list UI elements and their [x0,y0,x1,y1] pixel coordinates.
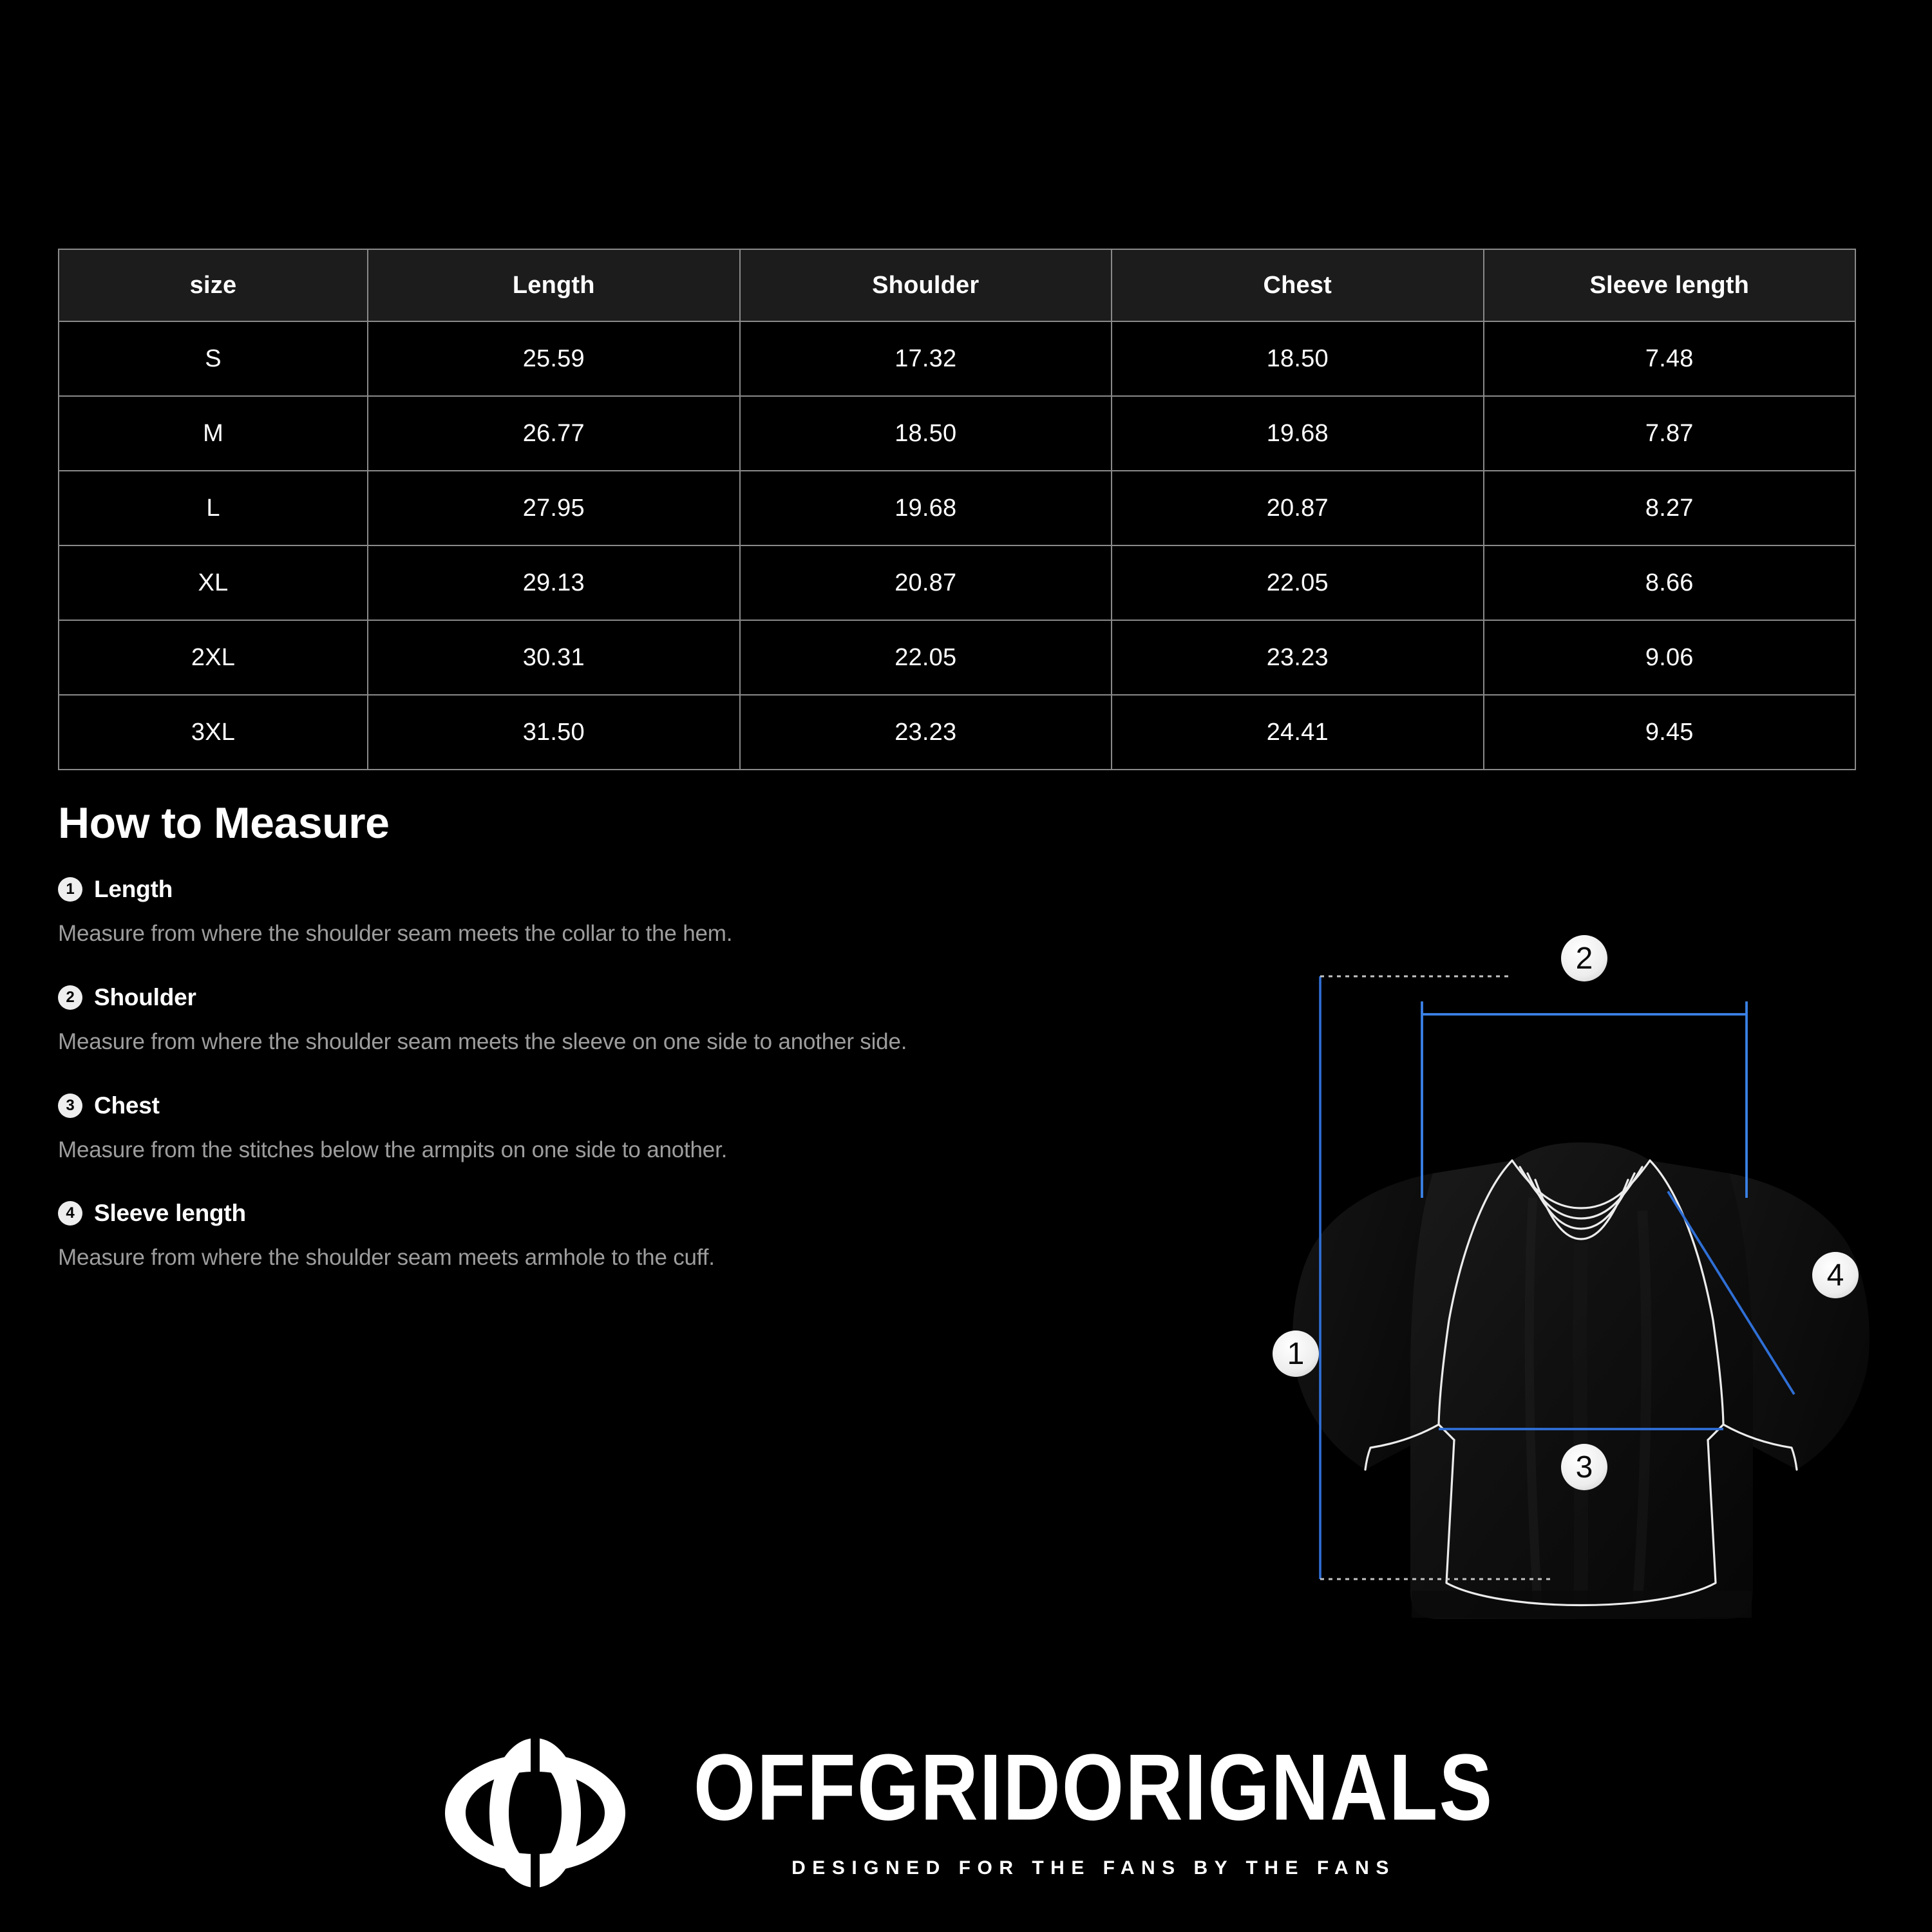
brand-footer: OFFGRIDORIGNALS DESIGNED FOR THE FANS BY… [0,1707,1932,1919]
cell-shoulder: 23.23 [739,694,1112,770]
cell-size: L [58,470,368,546]
cell-shoulder: 17.32 [739,321,1112,397]
table-row: S 25.59 17.32 18.50 7.48 [58,321,1856,397]
measure-item-label: Chest [94,1092,160,1119]
cell-length: 31.50 [367,694,741,770]
size-chart-table-container: size Length Shoulder Chest Sleeve length… [58,249,1856,770]
cell-size: M [58,395,368,471]
brand-name: OFFGRIDORIGNALS [693,1735,1494,1841]
cell-shoulder: 19.68 [739,470,1112,546]
callout-badge-3-label: 3 [1576,1450,1593,1484]
measure-item-header: 2 Shoulder [58,984,1230,1011]
how-to-measure-section: How to Measure 1 Length Measure from whe… [58,801,1230,1308]
number-badge-2-icon: 2 [58,985,82,1010]
cell-sleeve: 7.87 [1482,395,1856,471]
guide-line-shoulder [1421,1001,1748,1198]
tshirt-measurement-diagram: 1 2 3 4 [1256,921,1906,1687]
callout-badge-2: 2 [1561,935,1607,981]
guide-line-sleeve [1667,1190,1795,1396]
cell-sleeve: 9.45 [1482,694,1856,770]
cell-length: 29.13 [367,545,741,621]
callout-badge-3: 3 [1561,1444,1607,1490]
how-to-measure-title: How to Measure [58,799,390,848]
column-header-shoulder: Shoulder [739,249,1112,322]
measure-item-label: Shoulder [94,983,196,1010]
column-header-chest: Chest [1111,249,1484,322]
cell-chest: 19.68 [1111,395,1484,471]
table-row: L 27.95 19.68 20.87 8.27 [58,470,1856,546]
number-badge-4-icon: 4 [58,1201,82,1226]
cell-sleeve: 8.66 [1482,545,1856,621]
table-row: M 26.77 18.50 19.68 7.87 [58,395,1856,471]
cell-shoulder: 22.05 [739,620,1112,696]
cell-sleeve: 7.48 [1482,321,1856,397]
number-badge-1-icon: 1 [58,877,82,902]
measure-item-header: 1 Length [58,876,1230,903]
cell-size: XL [58,545,368,621]
table-header: size Length Shoulder Chest Sleeve length [58,249,1856,322]
size-chart-table: size Length Shoulder Chest Sleeve length… [58,249,1856,770]
measure-item-description: Measure from where the shoulder seam mee… [58,1028,907,1054]
cell-shoulder: 20.87 [739,545,1112,621]
cell-length: 25.59 [367,321,741,397]
table-row: XL 29.13 20.87 22.05 8.66 [58,545,1856,621]
measure-item-header: 3 Chest [58,1092,1230,1119]
cell-sleeve: 9.06 [1482,620,1856,696]
brand-tagline: DESIGNED FOR THE FANS BY THE FANS [791,1857,1396,1879]
cell-length: 27.95 [367,470,741,546]
cell-size: 2XL [58,620,368,696]
column-header-length: Length [367,249,741,322]
cell-length: 30.31 [367,620,741,696]
measure-item-sleeve-length: 4 Sleeve length Measure from where the s… [58,1200,1230,1272]
table-row: 3XL 31.50 23.23 24.41 9.45 [58,694,1856,770]
cell-chest: 23.23 [1111,620,1484,696]
callout-badge-4-label: 4 [1827,1258,1844,1293]
measure-item-description: Measure from where the shoulder seam mee… [58,921,733,946]
cell-chest: 22.05 [1111,545,1484,621]
measure-item-description: Measure from where the shoulder seam mee… [58,1245,715,1271]
callout-badge-1-label: 1 [1287,1337,1305,1371]
cell-length: 26.77 [367,395,741,471]
column-header-size: size [58,249,368,322]
measure-item-label: Length [94,876,173,902]
cell-size: 3XL [58,694,368,770]
measure-item-label: Sleeve length [94,1200,246,1227]
number-badge-3-icon: 3 [58,1093,82,1118]
measure-item-header: 4 Sleeve length [58,1200,1230,1227]
callout-badge-2-label: 2 [1576,942,1593,976]
measure-item-chest: 3 Chest Measure from the stitches below … [58,1092,1230,1164]
measure-item-length: 1 Length Measure from where the shoulder… [58,876,1230,948]
column-header-sleeve-length: Sleeve length [1482,249,1856,322]
cell-chest: 18.50 [1111,321,1484,397]
callout-badge-4: 4 [1812,1252,1859,1298]
cell-chest: 20.87 [1111,470,1484,546]
cell-sleeve: 8.27 [1482,470,1856,546]
tshirt-photo-silhouette [1293,1142,1870,1619]
brand-text-block: OFFGRIDORIGNALS DESIGNED FOR THE FANS BY… [694,1741,1493,1879]
table-row: 2XL 30.31 22.05 23.23 9.06 [58,620,1856,696]
table-body: S 25.59 17.32 18.50 7.48 M 26.77 18.50 1… [58,321,1856,770]
cell-shoulder: 18.50 [739,395,1112,471]
callout-badge-1: 1 [1273,1331,1319,1377]
table-header-row: size Length Shoulder Chest Sleeve length [58,249,1856,322]
measure-item-description: Measure from the stitches below the armp… [58,1137,728,1162]
offgrid-logo-icon [439,1716,632,1909]
measure-item-shoulder: 2 Shoulder Measure from where the should… [58,984,1230,1056]
tshirt-seam-outline [1364,1159,1798,1607]
cell-chest: 24.41 [1111,694,1484,770]
cell-size: S [58,321,368,397]
